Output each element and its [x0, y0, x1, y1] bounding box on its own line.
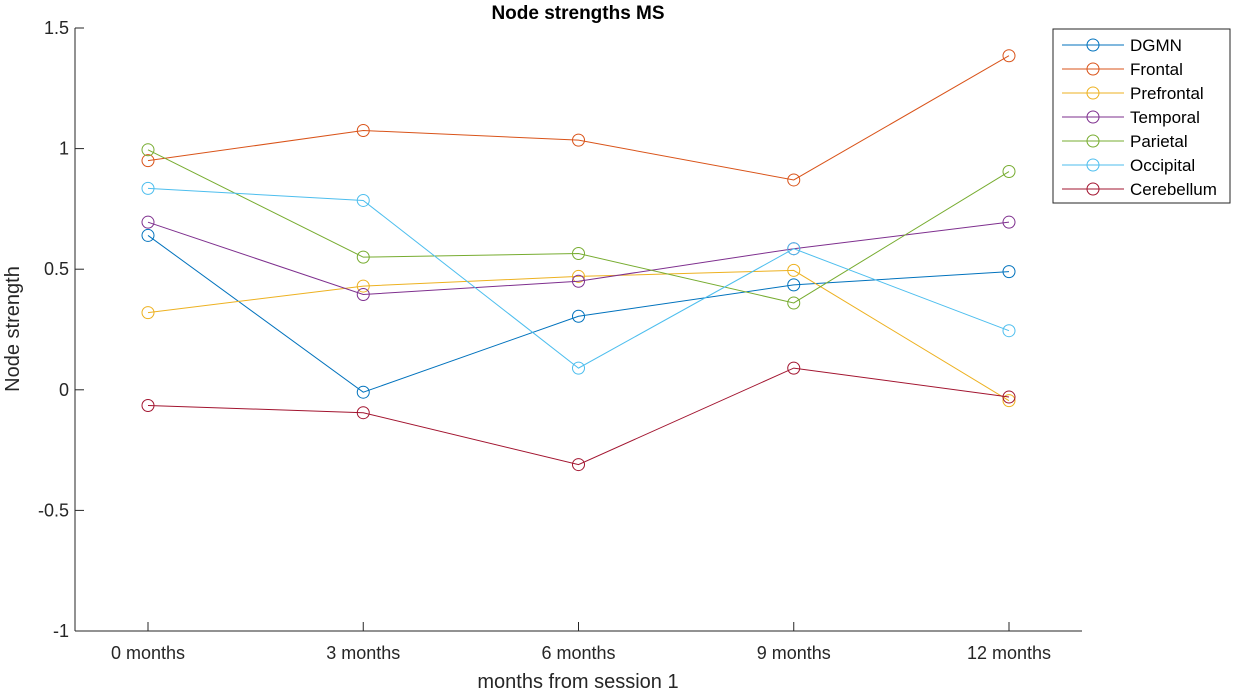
legend-item-temporal[interactable]: Temporal	[1062, 108, 1200, 127]
legend-item-cerebellum[interactable]: Cerebellum	[1062, 180, 1217, 199]
data-point	[141, 228, 155, 242]
axes: -1 -0.5 0 0.5 1 1.5 0 months 3 months 6 months 9 …	[38, 18, 1082, 663]
data-point	[572, 269, 585, 283]
data-point	[572, 361, 585, 375]
series-frontal	[141, 49, 1016, 187]
legend-label: Frontal	[1130, 60, 1183, 79]
data-point	[356, 279, 370, 293]
legend-marker-swatch	[1086, 86, 1100, 100]
y-tick-label: -1	[53, 621, 69, 641]
data-point	[787, 278, 801, 292]
series-prefrontal	[141, 263, 1016, 408]
series-group	[141, 49, 1016, 472]
data-point	[356, 193, 370, 207]
legend-marker-swatch	[1086, 134, 1100, 148]
data-point	[356, 124, 370, 138]
data-point	[356, 288, 370, 302]
data-point	[141, 215, 155, 229]
legend-item-dgmn[interactable]: DGMN	[1062, 36, 1182, 55]
data-point	[787, 173, 801, 187]
legend-label: Occipital	[1130, 156, 1195, 175]
data-point	[787, 263, 801, 277]
data-point	[1002, 215, 1016, 229]
data-point	[572, 309, 585, 323]
x-tick-label: 6 months	[541, 643, 615, 663]
series-cerebellum	[141, 361, 1016, 472]
data-point	[141, 143, 155, 157]
data-point	[572, 458, 585, 472]
data-point	[356, 385, 370, 399]
x-axis-label: months from session 1	[477, 671, 678, 691]
x-tick-label: 0 months	[111, 643, 185, 663]
legend-label: Temporal	[1130, 108, 1200, 127]
data-point	[141, 181, 155, 195]
data-point	[141, 306, 155, 320]
data-point	[141, 154, 155, 168]
series-line	[147, 221, 1010, 296]
data-point	[1002, 324, 1016, 338]
data-point	[1002, 265, 1016, 279]
legend-marker-swatch	[1086, 38, 1100, 52]
legend-label: DGMN	[1130, 36, 1182, 55]
chart-title: Node strengths MS	[491, 3, 664, 24]
data-point	[1002, 390, 1016, 404]
legend-item-parietal[interactable]: Parietal	[1062, 132, 1188, 151]
data-point	[787, 296, 801, 310]
data-point	[787, 242, 801, 256]
data-point	[1002, 394, 1016, 408]
legend-item-occipital[interactable]: Occipital	[1062, 156, 1195, 175]
x-tick-label: 9 months	[757, 643, 831, 663]
legend-label: Cerebellum	[1130, 180, 1217, 199]
data-point	[356, 250, 370, 264]
y-axis-label: Node strength	[2, 266, 24, 392]
legend-marker-swatch	[1086, 62, 1100, 76]
data-point	[572, 274, 585, 288]
series-line	[147, 149, 1010, 304]
legend-label: Parietal	[1130, 132, 1188, 151]
data-point	[1002, 49, 1016, 63]
y-tick-label: 0.5	[44, 259, 69, 279]
legend-item-prefrontal[interactable]: Prefrontal	[1062, 84, 1204, 103]
x-tick-label: 3 months	[326, 643, 400, 663]
series-parietal	[141, 143, 1016, 310]
legend[interactable]: DGMN Frontal Prefrontal Temporal Parietal Occ…	[1052, 28, 1231, 204]
data-point	[1002, 165, 1016, 179]
data-point	[572, 133, 585, 147]
legend-label: Prefrontal	[1130, 84, 1204, 103]
data-point	[356, 406, 370, 420]
series-occipital	[141, 181, 1016, 375]
series-line	[147, 187, 1010, 369]
series-line	[147, 367, 1010, 466]
y-tick-label: 1	[59, 139, 69, 159]
series-dgmn	[141, 228, 1016, 399]
data-point	[787, 361, 801, 375]
legend-box	[1052, 28, 1231, 204]
series-line	[147, 55, 1010, 181]
series-line	[147, 269, 1010, 402]
y-tick-label: 1.5	[44, 18, 69, 38]
legend-marker-swatch	[1086, 182, 1100, 196]
x-tick-label: 12 months	[967, 643, 1051, 663]
y-tick-label: 0	[59, 380, 69, 400]
data-point	[141, 398, 155, 412]
y-tick-label: -0.5	[38, 500, 69, 520]
series-line	[147, 235, 1010, 393]
legend-marker-swatch	[1086, 110, 1100, 124]
legend-marker-swatch	[1086, 158, 1100, 172]
data-point	[572, 247, 585, 261]
legend-item-frontal[interactable]: Frontal	[1062, 60, 1183, 79]
